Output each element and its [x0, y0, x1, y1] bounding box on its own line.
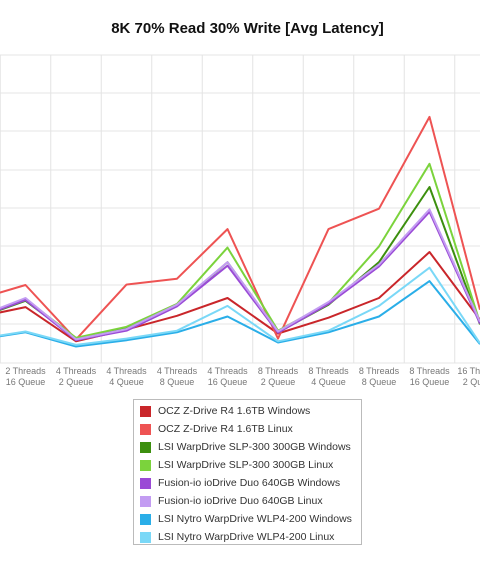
legend-swatch [140, 423, 151, 435]
chart-title: 8K 70% Read 30% Write [Avg Latency] [111, 20, 384, 37]
series-line-fusion-io-iodrive-duo-640gb-linux [0, 208, 480, 341]
x-tick-label: 2 Threads 16 Queue [5, 366, 46, 387]
legend-item: OCZ Z-Drive R4 1.6TB Linux [140, 420, 360, 438]
gridlines [0, 54, 480, 364]
legend-label: OCZ Z-Drive R4 1.6TB Windows [158, 405, 311, 417]
series-line-lsi-nytro-warpdrive-wlp4-200-windows [0, 280, 480, 348]
x-tick-label: 8 Threads 16 Queue [409, 366, 450, 387]
x-tick-label: 8 Threads 2 Queue [258, 366, 299, 387]
legend-item: Fusion-io ioDrive Duo 640GB Linux [140, 492, 360, 510]
legend: OCZ Z-Drive R4 1.6TB Windows OCZ Z-Drive … [133, 399, 362, 545]
legend-label: Fusion-io ioDrive Duo 640GB Linux [158, 495, 323, 507]
legend-swatch [140, 531, 151, 543]
series-line-ocz-z-drive-r4-1-6tb-windows [0, 251, 480, 343]
legend-item: LSI WarpDrive SLP-300 300GB Linux [140, 456, 360, 474]
legend-label: LSI Nytro WarpDrive WLP4-200 Linux [158, 531, 335, 543]
series-line-ocz-z-drive-r4-1-6tb-linux [0, 115, 480, 341]
legend-label: OCZ Z-Drive R4 1.6TB Linux [158, 423, 293, 435]
x-tick-label: 4 Threads 8 Queue [157, 366, 198, 387]
series-lines [0, 115, 480, 348]
series-line-lsi-warpdrive-slp-300-300gb-linux [0, 162, 480, 339]
legend-swatch [140, 405, 151, 417]
legend-swatch [140, 513, 151, 525]
legend-swatch [140, 459, 151, 471]
legend-label: Fusion-io ioDrive Duo 640GB Windows [158, 477, 341, 489]
legend-swatch [140, 477, 151, 489]
legend-item: Fusion-io ioDrive Duo 640GB Windows [140, 474, 360, 492]
x-tick-label: 8 Threads 4 Queue [308, 366, 349, 387]
legend-item: LSI Nytro WarpDrive WLP4-200 Linux [140, 528, 360, 546]
legend-label: LSI Nytro WarpDrive WLP4-200 Windows [158, 513, 352, 525]
series-line-lsi-nytro-warpdrive-wlp4-200-linux [0, 266, 480, 346]
x-tick-label: 4 Threads 4 Queue [106, 366, 147, 387]
x-tick-label: 8 Threads 8 Queue [359, 366, 400, 387]
x-tick-label: 4 Threads 16 Queue [207, 366, 248, 387]
legend-item: LSI WarpDrive SLP-300 300GB Windows [140, 438, 360, 456]
legend-swatch [140, 441, 151, 453]
series-line-fusion-io-iodrive-duo-640gb-windows [0, 210, 480, 342]
legend-label: LSI WarpDrive SLP-300 300GB Linux [158, 459, 334, 471]
legend-item: LSI Nytro WarpDrive WLP4-200 Windows [140, 510, 360, 528]
legend-label: LSI WarpDrive SLP-300 300GB Windows [158, 441, 351, 453]
legend-swatch [140, 495, 151, 507]
legend-item: OCZ Z-Drive R4 1.6TB Windows [140, 402, 360, 420]
x-tick-label: 4 Threads 2 Queue [56, 366, 97, 387]
